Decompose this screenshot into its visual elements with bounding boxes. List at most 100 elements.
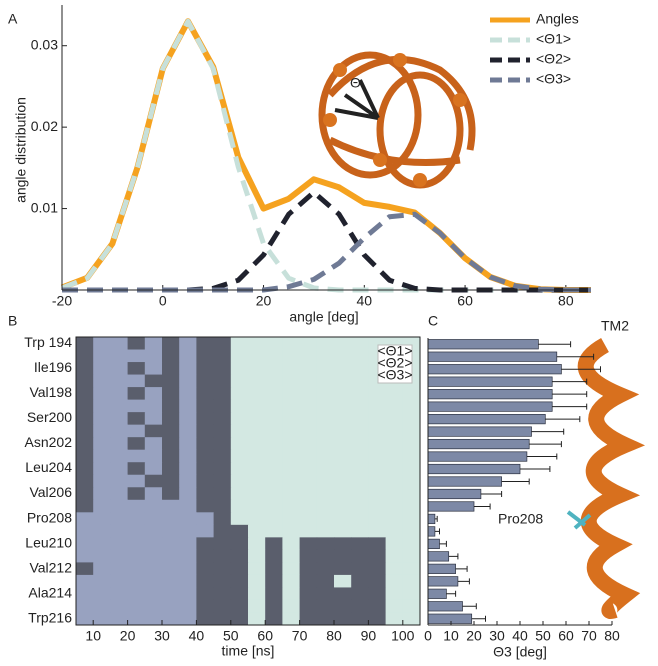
error-bar: [434, 515, 438, 522]
heat-cell: [282, 412, 300, 426]
heat-cell: [282, 599, 300, 613]
heat-cell: [110, 524, 128, 538]
heat-cell: [162, 362, 180, 375]
heat-cell: [127, 387, 146, 401]
bar: [427, 488, 482, 500]
x-tick-label: 40: [512, 628, 528, 644]
heat-cell: [144, 537, 163, 551]
heat-cell: [127, 462, 146, 476]
heat-cell: [162, 599, 180, 613]
x-tick-label: 60: [257, 628, 273, 644]
row-label: Trp 194: [24, 334, 72, 350]
heat-cell: [93, 599, 111, 613]
heat-cell: [385, 412, 404, 426]
heat-cell: [248, 399, 266, 413]
heat-cell: [334, 424, 352, 438]
heat-cell: [230, 387, 249, 401]
heat-cell: [368, 449, 386, 463]
heat-cell: [248, 349, 266, 363]
heat-cell: [230, 349, 249, 363]
heat-cell: [334, 399, 352, 413]
x-tick-label: 80: [326, 628, 342, 644]
heat-cell: [196, 487, 214, 501]
heat-cell: [127, 349, 146, 363]
heat-cell: [76, 574, 94, 588]
heat-cell: [368, 499, 386, 513]
heat-cell: [368, 462, 386, 476]
heat-cell: [162, 437, 180, 451]
heat-cell: [213, 374, 232, 388]
row-label: Val206: [29, 484, 72, 500]
heat-cell: [368, 537, 386, 551]
heat-cell: [196, 499, 214, 513]
error-bar: [474, 503, 491, 510]
heat-cell: [282, 437, 300, 451]
heat-cell: [230, 599, 249, 613]
row-label: Trp216: [28, 609, 72, 625]
heat-cell: [196, 549, 214, 563]
bar: [427, 588, 447, 599]
heat-cell: [299, 599, 318, 613]
heat-cell: [282, 562, 300, 576]
bar: [427, 438, 530, 450]
heat-cell: [316, 574, 335, 588]
heat-cell: [93, 337, 111, 350]
helix-illustration: [577, 338, 646, 619]
heat-cell: [179, 587, 197, 601]
heat-cell: [196, 562, 214, 576]
heat-cell: [213, 362, 232, 375]
heat-cell: [299, 412, 318, 426]
heat-cell: [368, 549, 386, 563]
heat-cell: [402, 387, 421, 401]
heat-cell: [213, 549, 232, 563]
heat-cell: [179, 612, 197, 626]
heat-cell: [213, 424, 232, 438]
heat-cell: [402, 462, 421, 476]
row-label: Leu204: [25, 459, 72, 475]
bar: [427, 389, 553, 400]
heat-cell: [127, 437, 146, 451]
heat-cell: [385, 387, 404, 401]
heat-cell: [162, 524, 180, 538]
heat-cell: [196, 362, 214, 375]
heat-cell: [248, 562, 266, 576]
heat-cell: [76, 537, 94, 551]
heat-cell: [127, 524, 146, 538]
heat-cell: [230, 587, 249, 601]
heat-cell: [351, 412, 369, 426]
heat-cell: [76, 612, 94, 626]
heat-cell: [110, 412, 128, 426]
heat-cell: [402, 537, 421, 551]
legend-label: <Θ2>: [377, 355, 412, 371]
heat-cell: [127, 412, 146, 426]
heat-cell: [402, 587, 421, 601]
heat-cell: [93, 424, 111, 438]
heat-cell: [282, 587, 300, 601]
heat-cell: [110, 437, 128, 451]
heat-cell: [385, 587, 404, 601]
heat-cell: [385, 424, 404, 438]
heat-cell: [196, 512, 214, 526]
heat-cell: [162, 424, 180, 438]
heat-cell: [265, 412, 283, 426]
heat-cell: [351, 474, 369, 488]
heat-cell: [402, 487, 421, 501]
heat-cell: [248, 599, 266, 613]
heat-cell: [368, 387, 386, 401]
heat-cell: [299, 512, 318, 526]
heat-cell: [385, 487, 404, 501]
x-axis-label: angle [deg]: [289, 309, 358, 325]
heat-cell: [385, 599, 404, 613]
heat-cell: [299, 537, 318, 551]
heat-cell: [351, 437, 369, 451]
row-label: Leu210: [25, 534, 72, 550]
error-bar: [434, 528, 440, 535]
molecule-beads: [323, 53, 467, 187]
heat-cell: [368, 399, 386, 413]
heat-cell: [144, 412, 163, 426]
heat-cell: [93, 537, 111, 551]
heat-cell: [248, 537, 266, 551]
heat-cell: [368, 437, 386, 451]
heat-cell: [248, 574, 266, 588]
heat-cell: [316, 512, 335, 526]
